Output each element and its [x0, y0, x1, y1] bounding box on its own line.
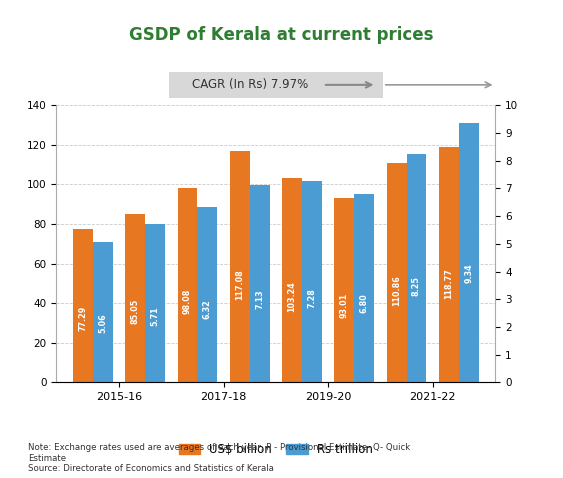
Bar	[302, 181, 322, 382]
Text: Note: Exchange rates used are averages of each year, P - Provisional Estimate- Q: Note: Exchange rates used are averages o…	[28, 444, 410, 473]
Bar	[334, 198, 354, 382]
Text: 98.08: 98.08	[183, 288, 192, 314]
Bar	[250, 185, 270, 382]
Text: 117.08: 117.08	[235, 270, 244, 300]
Bar	[439, 147, 459, 382]
Text: 5.71: 5.71	[151, 306, 159, 326]
Text: 5.06: 5.06	[99, 314, 108, 333]
Bar	[73, 229, 93, 382]
Text: 77.29: 77.29	[78, 305, 87, 331]
Text: 103.24: 103.24	[288, 281, 297, 312]
Text: 9.34: 9.34	[464, 264, 473, 283]
Text: 7.28: 7.28	[307, 288, 316, 307]
Bar	[459, 123, 479, 382]
Text: 85.05: 85.05	[131, 299, 140, 324]
Text: 6.80: 6.80	[360, 293, 369, 313]
Bar	[198, 207, 217, 382]
Bar	[93, 242, 113, 382]
Text: GSDP of Kerala at current prices: GSDP of Kerala at current prices	[129, 26, 434, 44]
Text: 7.13: 7.13	[255, 290, 264, 309]
Bar	[230, 151, 250, 382]
Bar	[126, 214, 145, 382]
Text: 8.25: 8.25	[412, 276, 421, 296]
Bar	[145, 224, 165, 382]
Bar	[177, 188, 198, 382]
Text: CAGR (In Rs) 7.97%: CAGR (In Rs) 7.97%	[192, 78, 309, 91]
Text: 110.86: 110.86	[392, 275, 401, 305]
Bar	[354, 194, 374, 382]
Bar	[406, 154, 426, 382]
Text: 93.01: 93.01	[340, 293, 349, 317]
Text: 118.77: 118.77	[444, 268, 453, 299]
Text: 6.32: 6.32	[203, 299, 212, 319]
Legend: US$ billion, Rs trillion: US$ billion, Rs trillion	[174, 438, 378, 461]
Bar	[282, 178, 302, 382]
Bar	[387, 163, 406, 382]
